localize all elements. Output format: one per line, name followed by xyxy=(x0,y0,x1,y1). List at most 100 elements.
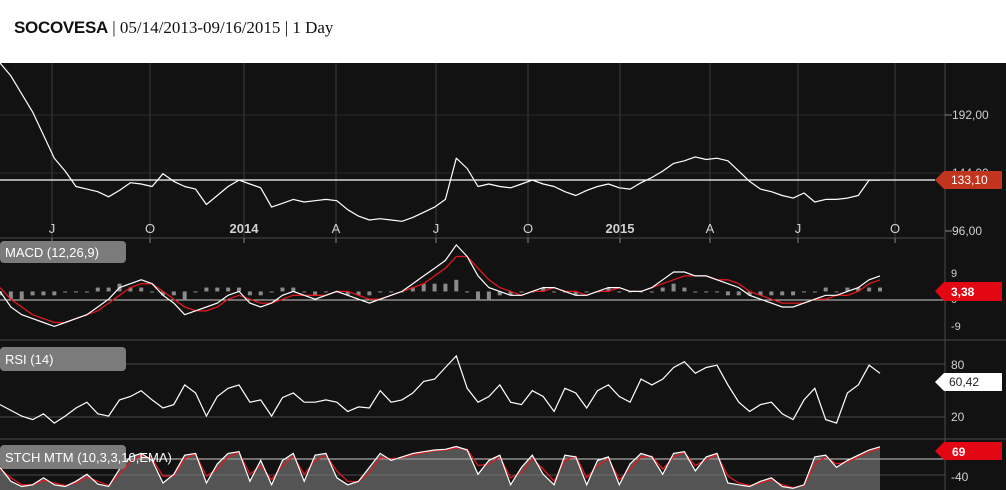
macd-histogram-bar xyxy=(237,287,242,292)
macd-histogram-bar xyxy=(63,291,68,293)
macd-histogram-bar xyxy=(769,291,774,296)
macd-histogram-bar xyxy=(812,291,817,293)
macd-label-box xyxy=(0,241,126,263)
price-gridlines xyxy=(0,63,945,238)
macd-histogram-bar xyxy=(193,291,198,293)
macd-histogram-bar xyxy=(486,291,491,300)
x-tick-label: A xyxy=(332,221,341,236)
macd-histogram-bar xyxy=(182,291,187,300)
macd-histogram-bar xyxy=(617,291,622,293)
macd-value-badge xyxy=(935,282,1002,301)
macd-histogram-bar xyxy=(74,291,79,293)
stoch-momentum-panel: STCH MTM (10,3,3,10,EMA) -40 69 xyxy=(0,439,1002,490)
x-tick-label: J xyxy=(49,221,56,236)
macd-histogram-bar xyxy=(704,291,709,293)
macd-histogram-bar xyxy=(791,291,796,296)
macd-histogram-bar xyxy=(95,287,100,292)
macd-histogram-bar xyxy=(8,291,13,300)
rsi-title: RSI (14) xyxy=(5,352,53,367)
macd-histogram-bar xyxy=(856,287,861,292)
x-tick-label: J xyxy=(795,221,802,236)
y-tick-label: -9 xyxy=(951,321,961,333)
macd-signal-line xyxy=(0,255,881,324)
macd-histogram-bar xyxy=(693,291,698,293)
rsi-label-box xyxy=(0,347,126,371)
stch-value-badge xyxy=(935,442,1002,460)
macd-histogram-bar xyxy=(139,287,144,292)
macd-histogram-bar xyxy=(497,291,502,296)
macd-histogram-bar xyxy=(171,291,176,296)
macd-histogram-bar xyxy=(649,291,654,293)
macd-histogram-bar xyxy=(226,287,231,292)
macd-histogram-bar xyxy=(660,287,665,292)
macd-histogram-bar xyxy=(367,291,372,296)
macd-histogram-bar xyxy=(269,291,274,293)
x-tick-label: 2015 xyxy=(606,221,635,236)
macd-histogram-bar xyxy=(584,291,589,293)
macd-histogram-bar xyxy=(780,291,785,296)
chart-background xyxy=(0,63,1006,490)
chart-header: SOCOVESA | 05/14/2013-09/16/2015 | 1 Day xyxy=(0,0,1006,63)
macd-histogram-bar xyxy=(378,291,383,293)
macd-histogram-bar xyxy=(834,291,839,293)
macd-histogram-bar xyxy=(323,291,328,293)
macd-histogram-bar xyxy=(867,287,872,292)
macd-histogram-bar xyxy=(356,291,361,296)
macd-histogram-bar xyxy=(41,291,46,296)
macd-histogram-bar xyxy=(573,291,578,296)
macd-histogram-bar xyxy=(313,291,318,296)
macd-histogram-bar xyxy=(247,291,252,296)
title-separator: | xyxy=(107,18,120,37)
x-tick-label: O xyxy=(890,221,900,236)
macd-histogram-bar xyxy=(421,283,426,292)
y-tick-label: 96,00 xyxy=(952,224,982,238)
y-tick-label: 20 xyxy=(951,410,965,424)
macd-title: MACD (12,26,9) xyxy=(5,245,99,260)
stch-label-box xyxy=(0,445,126,469)
macd-histogram-bar xyxy=(725,291,730,296)
date-range-label: 05/14/2013-09/16/2015 xyxy=(119,18,281,37)
macd-histogram-bar xyxy=(541,287,546,292)
macd-histogram-bar xyxy=(823,287,828,292)
macd-histogram-bar xyxy=(454,279,459,292)
macd-histogram-bar xyxy=(747,291,752,296)
last-price-value: 133,10 xyxy=(951,173,988,187)
macd-histogram-bar xyxy=(443,283,448,292)
macd-histogram-bar xyxy=(345,291,350,296)
macd-histogram-bar xyxy=(465,291,470,293)
macd-histogram-bar xyxy=(302,291,307,293)
x-tick-label: O xyxy=(145,221,155,236)
macd-histogram-bar xyxy=(758,291,763,296)
chart-title: SOCOVESA | 05/14/2013-09/16/2015 | 1 Day xyxy=(14,18,333,38)
macd-histogram-bar xyxy=(128,287,133,292)
macd-last-value: 3,38 xyxy=(951,285,975,299)
symbol-label: SOCOVESA xyxy=(14,18,108,37)
rsi-value-badge xyxy=(935,373,1002,391)
macd-histogram-bar xyxy=(160,291,165,296)
x-tick-label: A xyxy=(706,221,715,236)
x-tick-label: O xyxy=(523,221,533,236)
stch-line xyxy=(0,445,881,489)
macd-histogram-bar xyxy=(52,291,57,296)
interval-label: 1 Day xyxy=(292,18,334,37)
macd-histogram-bar xyxy=(801,291,806,293)
stch-title: STCH MTM (10,3,3,10,EMA) xyxy=(5,450,172,465)
y-tick-label: 192,00 xyxy=(952,108,989,122)
macd-histogram-bar xyxy=(258,291,263,296)
macd-histogram-bar xyxy=(736,291,741,296)
macd-histogram-bar xyxy=(280,287,285,292)
macd-panel: MACD (12,26,9) 9 0 -9 3,38 xyxy=(0,238,1006,341)
macd-line xyxy=(0,243,881,328)
macd-histogram-bar xyxy=(150,291,155,293)
stch-fill xyxy=(0,446,880,490)
x-tick-label: J xyxy=(433,221,440,236)
y-tick-label: -40 xyxy=(951,470,969,484)
macd-histogram-bar xyxy=(552,291,557,293)
macd-histogram-bar xyxy=(606,287,611,292)
macd-histogram-bar xyxy=(291,287,296,292)
macd-histogram-bar xyxy=(215,287,220,292)
rsi-line xyxy=(0,354,881,424)
macd-histogram-bar xyxy=(878,287,882,292)
